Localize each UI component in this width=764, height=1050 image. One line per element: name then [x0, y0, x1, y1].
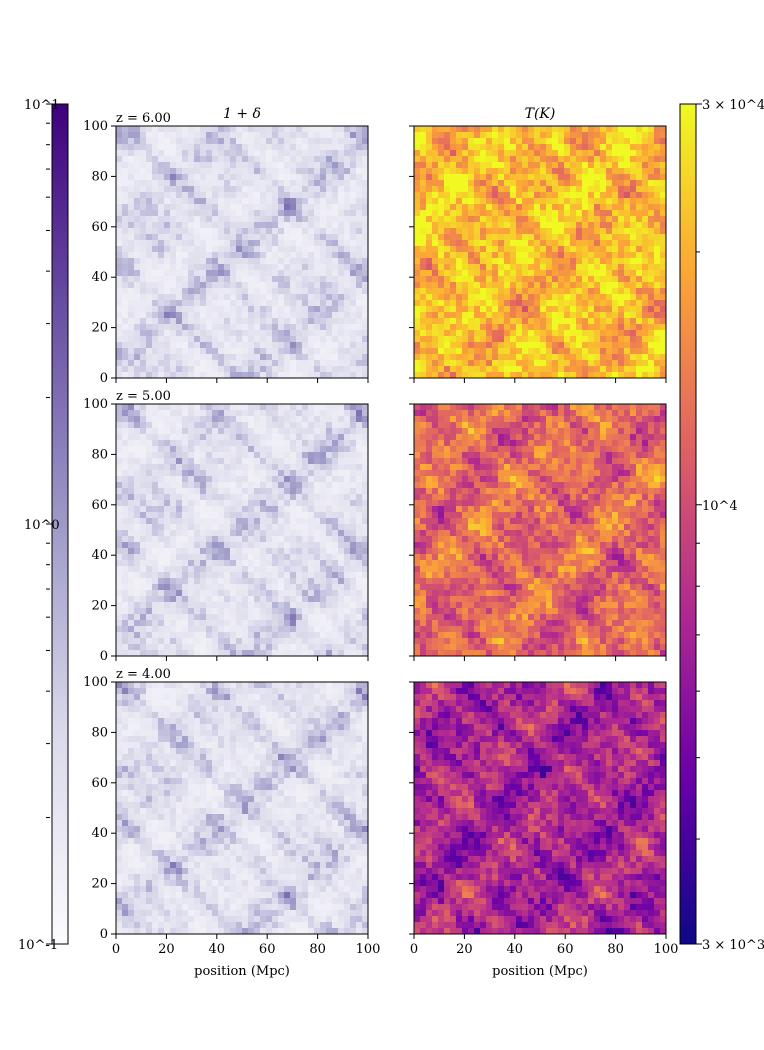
heatmap-cells [116, 404, 369, 657]
heatmap-cells [414, 682, 667, 935]
density-colorbar-ticks [46, 103, 52, 945]
panel-frame [413, 125, 667, 379]
density-cb-label-mid: 10^0 [24, 518, 60, 533]
x-tick-label: 20 [158, 942, 175, 957]
panel-frame [413, 681, 667, 935]
y-tick-label: 0 [100, 649, 108, 664]
heatmap-cells [414, 126, 667, 379]
x-tick-label: 80 [309, 942, 326, 957]
x-tick-label: 100 [356, 942, 381, 957]
y-tick-label: 60 [91, 498, 108, 513]
y-tick-label: 40 [91, 548, 108, 563]
column-title-density: 1 + δ [223, 106, 261, 122]
temperature-cb-label-mid: 10^4 [702, 499, 738, 514]
xlabel-right: position (Mpc) [492, 964, 588, 979]
heatmap-cells [414, 404, 667, 657]
row-label-z5: z = 5.00 [116, 389, 171, 404]
column-title-temperature: T(K) [525, 106, 556, 122]
density-cb-label-top: 10^1 [24, 98, 60, 113]
panels-group: 0204060801000204060801000020204040606080… [83, 119, 678, 957]
y-tick-label: 80 [91, 725, 108, 740]
y-tick-label: 20 [91, 599, 108, 614]
y-tick-label: 40 [91, 270, 108, 285]
heatmap-cells [116, 682, 369, 935]
temperature-colorbar [679, 103, 697, 945]
y-tick-label: 0 [100, 927, 108, 942]
x-tick-label: 0 [112, 942, 120, 957]
temperature-cb-label-bottom: 3 × 10^3 [702, 938, 764, 953]
xlabel-left: position (Mpc) [194, 964, 290, 979]
temperature-colorbar-ticks [696, 103, 702, 945]
x-tick-label: 40 [507, 942, 524, 957]
x-tick-label: 60 [259, 942, 276, 957]
y-tick-label: 80 [91, 169, 108, 184]
y-tick-label: 100 [83, 119, 108, 134]
y-tick-label: 60 [91, 220, 108, 235]
x-tick-label: 40 [209, 942, 226, 957]
panel-frame [115, 681, 369, 935]
y-tick-label: 0 [100, 371, 108, 386]
panel-frame [413, 403, 667, 657]
y-tick-label: 100 [83, 675, 108, 690]
panel-temperature-row1 [409, 125, 667, 383]
panel-temperature-row3: 0 20 40 60 80 100 [409, 681, 679, 957]
y-tick-label: 20 [91, 877, 108, 892]
density-cb-label-bottom: 10^-1 [18, 938, 58, 953]
y-tick-label: 40 [91, 826, 108, 841]
row-label-z6: z = 6.00 [116, 111, 171, 126]
y-tick-label: 20 [91, 321, 108, 336]
x-tick-label: 20 [456, 942, 473, 957]
panel-density-row3: 00 20 20 40 40 60 60 80 80 100 100 [83, 675, 380, 957]
panel-frame [115, 125, 369, 379]
panel-density-row1: 0 20 40 60 80 100 [83, 119, 369, 386]
heatmap-cells [116, 126, 369, 379]
y-tick-label: 80 [91, 447, 108, 462]
x-tick-label: 80 [607, 942, 624, 957]
panel-frame [115, 403, 369, 657]
x-tick-label: 0 [410, 942, 418, 957]
y-tick-label: 100 [83, 397, 108, 412]
row-label-z4: z = 4.00 [116, 667, 171, 682]
x-tick-label: 100 [654, 942, 679, 957]
x-tick-label: 60 [557, 942, 574, 957]
temperature-cb-label-top: 3 × 10^4 [702, 98, 764, 113]
panel-temperature-row2 [409, 403, 667, 661]
panel-density-row2: 0 20 40 60 80 100 [83, 397, 369, 664]
y-tick-label: 60 [91, 776, 108, 791]
